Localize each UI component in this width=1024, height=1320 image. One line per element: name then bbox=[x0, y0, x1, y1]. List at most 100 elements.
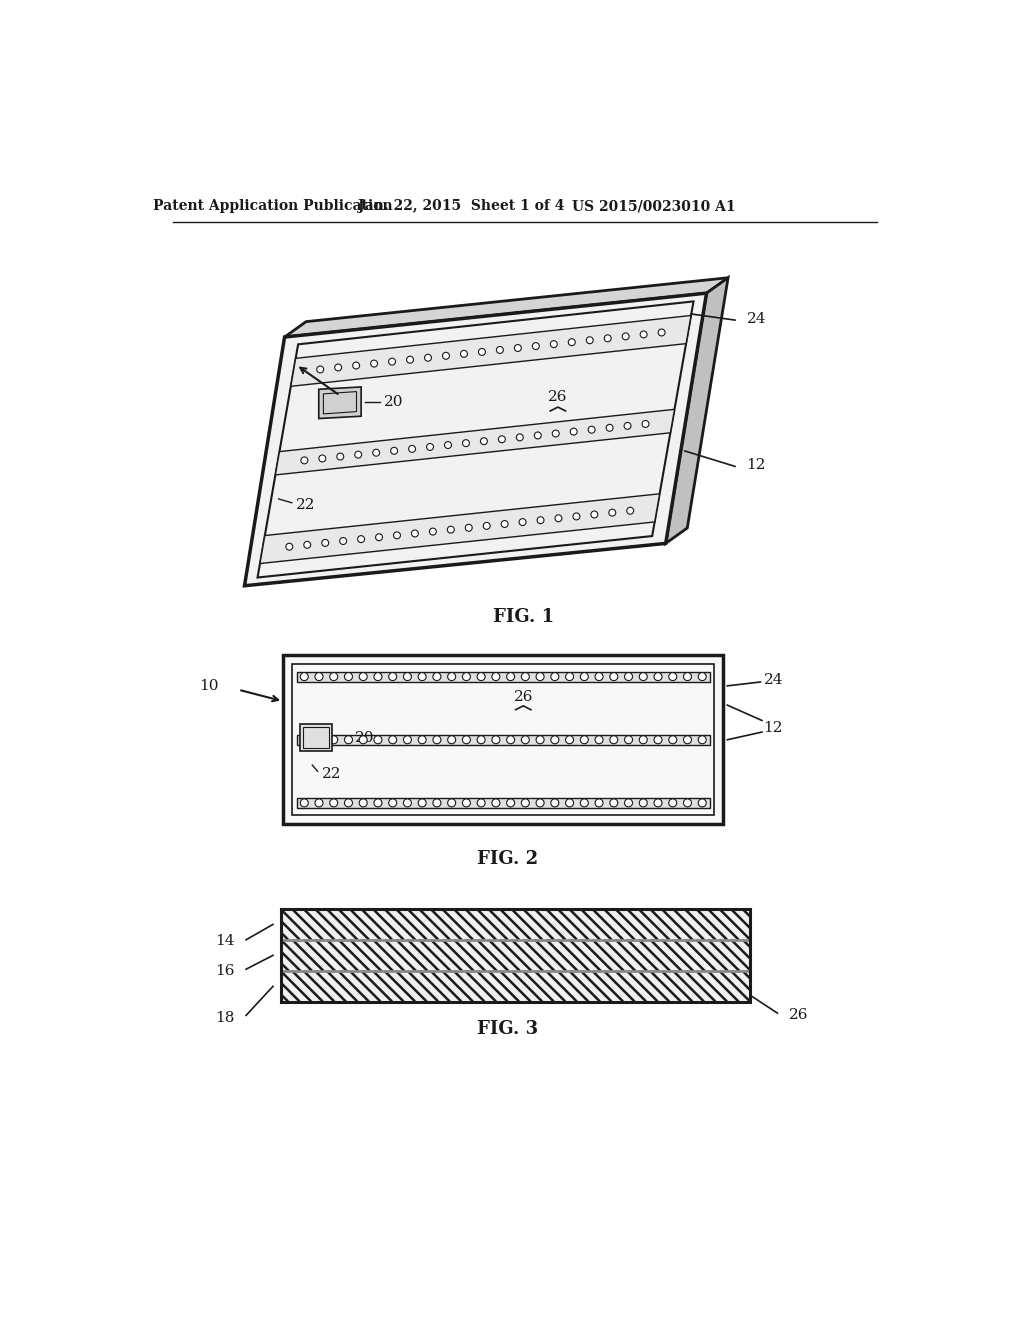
Text: Jan. 22, 2015  Sheet 1 of 4: Jan. 22, 2015 Sheet 1 of 4 bbox=[358, 199, 565, 213]
Circle shape bbox=[627, 507, 634, 515]
Circle shape bbox=[551, 735, 559, 743]
Circle shape bbox=[463, 799, 470, 807]
Circle shape bbox=[418, 799, 426, 807]
Circle shape bbox=[492, 799, 500, 807]
Circle shape bbox=[286, 544, 293, 550]
Bar bbox=[303, 727, 330, 748]
Bar bbox=[281, 940, 751, 972]
Circle shape bbox=[609, 673, 617, 681]
Circle shape bbox=[595, 673, 603, 681]
Circle shape bbox=[625, 673, 633, 681]
Circle shape bbox=[507, 799, 515, 807]
Circle shape bbox=[570, 428, 578, 436]
Circle shape bbox=[497, 347, 504, 354]
Circle shape bbox=[374, 735, 382, 743]
Circle shape bbox=[483, 523, 490, 529]
Circle shape bbox=[514, 345, 521, 351]
Circle shape bbox=[669, 735, 677, 743]
Circle shape bbox=[532, 343, 540, 350]
Circle shape bbox=[477, 673, 485, 681]
Circle shape bbox=[669, 799, 677, 807]
Circle shape bbox=[623, 333, 629, 339]
Circle shape bbox=[537, 799, 544, 807]
Circle shape bbox=[492, 673, 500, 681]
Circle shape bbox=[581, 799, 589, 807]
Circle shape bbox=[340, 537, 346, 544]
Circle shape bbox=[565, 799, 573, 807]
Circle shape bbox=[447, 735, 456, 743]
Circle shape bbox=[640, 331, 647, 338]
Polygon shape bbox=[245, 293, 707, 586]
Circle shape bbox=[480, 438, 487, 445]
Circle shape bbox=[595, 799, 603, 807]
Circle shape bbox=[698, 673, 707, 681]
Circle shape bbox=[499, 436, 505, 442]
Circle shape bbox=[374, 799, 382, 807]
Text: 20: 20 bbox=[384, 396, 403, 409]
Circle shape bbox=[315, 735, 323, 743]
Circle shape bbox=[683, 735, 691, 743]
Circle shape bbox=[389, 735, 396, 743]
Bar bbox=[281, 972, 751, 1002]
Circle shape bbox=[581, 735, 589, 743]
Circle shape bbox=[537, 735, 544, 743]
Polygon shape bbox=[285, 277, 728, 337]
Circle shape bbox=[352, 362, 359, 370]
Text: FIG. 3: FIG. 3 bbox=[477, 1019, 539, 1038]
Circle shape bbox=[568, 339, 575, 346]
Circle shape bbox=[330, 673, 338, 681]
Circle shape bbox=[606, 424, 613, 432]
Circle shape bbox=[535, 432, 542, 440]
Text: 10: 10 bbox=[200, 678, 219, 693]
Circle shape bbox=[465, 524, 472, 531]
Circle shape bbox=[444, 442, 452, 449]
Circle shape bbox=[403, 673, 412, 681]
Circle shape bbox=[551, 799, 559, 807]
Circle shape bbox=[403, 735, 412, 743]
Text: 26: 26 bbox=[788, 1008, 808, 1023]
Bar bbox=[292, 664, 714, 816]
Circle shape bbox=[376, 533, 383, 541]
Circle shape bbox=[551, 673, 559, 681]
Circle shape bbox=[300, 799, 308, 807]
Circle shape bbox=[300, 673, 308, 681]
Circle shape bbox=[359, 673, 368, 681]
Circle shape bbox=[316, 366, 324, 372]
Bar bbox=[297, 735, 710, 744]
Circle shape bbox=[516, 434, 523, 441]
Circle shape bbox=[639, 799, 647, 807]
Circle shape bbox=[389, 673, 396, 681]
Text: 24: 24 bbox=[746, 312, 766, 326]
Circle shape bbox=[371, 360, 378, 367]
Circle shape bbox=[300, 735, 308, 743]
Circle shape bbox=[581, 673, 589, 681]
Circle shape bbox=[555, 515, 562, 521]
Circle shape bbox=[409, 445, 416, 453]
Circle shape bbox=[639, 673, 647, 681]
Circle shape bbox=[330, 735, 338, 743]
Circle shape bbox=[604, 335, 611, 342]
Text: 18: 18 bbox=[215, 1011, 234, 1026]
Circle shape bbox=[550, 341, 557, 347]
Circle shape bbox=[573, 513, 580, 520]
Circle shape bbox=[521, 735, 529, 743]
Circle shape bbox=[330, 799, 338, 807]
Circle shape bbox=[425, 354, 431, 362]
Circle shape bbox=[301, 457, 308, 463]
Circle shape bbox=[587, 337, 593, 343]
Circle shape bbox=[565, 735, 573, 743]
Circle shape bbox=[521, 673, 529, 681]
Circle shape bbox=[393, 532, 400, 539]
Circle shape bbox=[669, 673, 677, 681]
Circle shape bbox=[625, 799, 633, 807]
Circle shape bbox=[344, 799, 352, 807]
Bar bbox=[300, 725, 333, 751]
Circle shape bbox=[429, 528, 436, 535]
Circle shape bbox=[359, 735, 368, 743]
Circle shape bbox=[359, 799, 368, 807]
Circle shape bbox=[418, 735, 426, 743]
Circle shape bbox=[461, 350, 467, 358]
Circle shape bbox=[501, 520, 508, 528]
Circle shape bbox=[463, 440, 469, 446]
Circle shape bbox=[492, 735, 500, 743]
